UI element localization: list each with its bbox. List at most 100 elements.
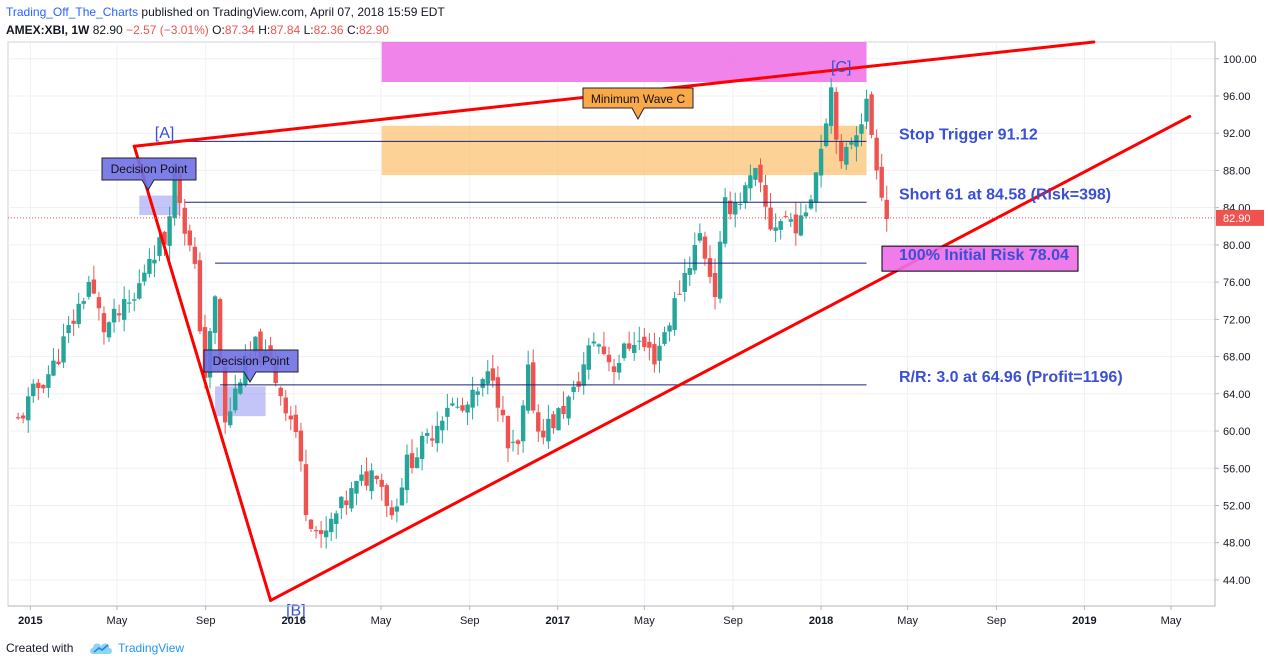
candle-body xyxy=(717,241,723,299)
candle-body xyxy=(116,313,122,316)
minimum-wave-c-label: Minimum Wave C xyxy=(591,92,686,106)
candle-body xyxy=(273,365,278,384)
candle-body xyxy=(384,485,389,506)
price-chart[interactable]: Stop Trigger 91.12 Short 61 at 84.58 (Ris… xyxy=(0,0,1268,633)
candle-body xyxy=(192,246,198,264)
candle-body xyxy=(495,377,501,408)
decision-point-callout xyxy=(203,349,299,383)
candle-body xyxy=(258,331,263,364)
candle-body xyxy=(142,272,147,282)
candle-body xyxy=(222,367,228,423)
candle-body xyxy=(864,98,869,122)
candle-body xyxy=(101,313,107,333)
candle-body xyxy=(217,299,223,364)
level-label: Short 61 at 84.58 (Risk=398) xyxy=(899,186,1111,203)
candle-body xyxy=(642,336,647,348)
high-value: 87.84 xyxy=(270,23,301,37)
candle-body xyxy=(591,341,597,344)
last-price-badge-label: 82.90 xyxy=(1223,213,1251,225)
candle-body xyxy=(808,199,814,209)
candle-body xyxy=(308,519,314,529)
x-tick-label: May xyxy=(371,615,392,627)
candle-body xyxy=(647,341,652,348)
candle-body xyxy=(566,396,571,419)
candle-body xyxy=(722,197,728,244)
candle-body xyxy=(318,530,324,534)
candle-body xyxy=(349,488,354,509)
x-tick-label: 2019 xyxy=(1072,615,1096,627)
y-tick-label: 96.00 xyxy=(1223,91,1251,103)
candle-body xyxy=(76,303,81,325)
candle-body xyxy=(677,293,682,295)
candle-body xyxy=(379,479,384,487)
candle-body xyxy=(687,268,692,275)
candle-body xyxy=(293,414,299,432)
candle-body xyxy=(278,387,283,397)
candle-body xyxy=(66,325,71,334)
candle-body xyxy=(96,297,102,309)
candle-body xyxy=(485,371,490,384)
candle-body xyxy=(828,87,834,126)
tradingview-brand[interactable]: TradingView xyxy=(118,641,185,655)
candles xyxy=(15,78,889,549)
candle-body xyxy=(662,332,667,344)
candle-body xyxy=(702,236,708,259)
candle-body xyxy=(596,344,602,347)
x-tick-label: May xyxy=(1161,615,1182,627)
candle-body xyxy=(440,420,445,431)
candle-body xyxy=(818,148,824,176)
y-tick-label: 60.00 xyxy=(1223,426,1251,438)
candle-body xyxy=(541,430,546,438)
candle-body xyxy=(470,389,475,408)
candle-body xyxy=(859,124,864,134)
author-link[interactable]: Trading_Off_The_Charts xyxy=(6,5,139,19)
chart-header: Trading_Off_The_Charts published on Trad… xyxy=(0,0,1268,42)
candle-body xyxy=(228,411,233,426)
candle-body xyxy=(834,91,839,140)
candle-body xyxy=(167,216,172,246)
y-tick-label: 56.00 xyxy=(1223,463,1251,475)
last-price-badge xyxy=(1216,209,1264,226)
candle-body xyxy=(455,406,460,408)
candle-body xyxy=(531,362,536,411)
candle-body xyxy=(137,283,142,299)
candle-body xyxy=(879,166,884,198)
candle-body xyxy=(763,185,768,207)
candle-body xyxy=(768,207,773,230)
candle-body xyxy=(212,296,218,333)
candle-body xyxy=(884,199,889,219)
minimum-wave-c-callout xyxy=(582,87,694,121)
candle-body xyxy=(505,415,511,449)
price-axis xyxy=(1215,42,1268,606)
x-tick-label: May xyxy=(107,615,128,627)
candle-body xyxy=(536,412,541,432)
candle-body xyxy=(46,374,51,388)
decision-point-label: Decision Point xyxy=(213,354,290,368)
candle-body xyxy=(637,340,642,342)
candle-body xyxy=(672,298,677,330)
price-change: −2.57 (−3.01%) xyxy=(126,23,209,37)
candle-body xyxy=(712,273,718,298)
candle-body xyxy=(187,230,193,246)
candle-body xyxy=(515,440,521,444)
candle-body xyxy=(778,221,783,230)
candle-body xyxy=(36,382,41,389)
candle-body xyxy=(369,470,374,492)
y-tick-label: 80.00 xyxy=(1223,240,1251,252)
candle-body xyxy=(323,530,329,538)
candle-body xyxy=(91,279,97,294)
candle-body xyxy=(389,507,395,516)
candle-body xyxy=(288,415,294,420)
candle-body xyxy=(813,172,819,203)
symbol-name: AMEX:XBI, 1W xyxy=(6,23,90,37)
candle-body xyxy=(510,441,516,443)
candle-body xyxy=(233,388,238,411)
wave-label: [B] xyxy=(286,602,306,619)
candle-body xyxy=(586,345,591,370)
close-value: 82.90 xyxy=(358,23,389,37)
candle-body xyxy=(460,405,465,411)
x-tick-label: 2016 xyxy=(281,615,305,627)
candle-body xyxy=(733,202,738,215)
candle-body xyxy=(409,453,415,469)
candle-body xyxy=(551,414,556,429)
